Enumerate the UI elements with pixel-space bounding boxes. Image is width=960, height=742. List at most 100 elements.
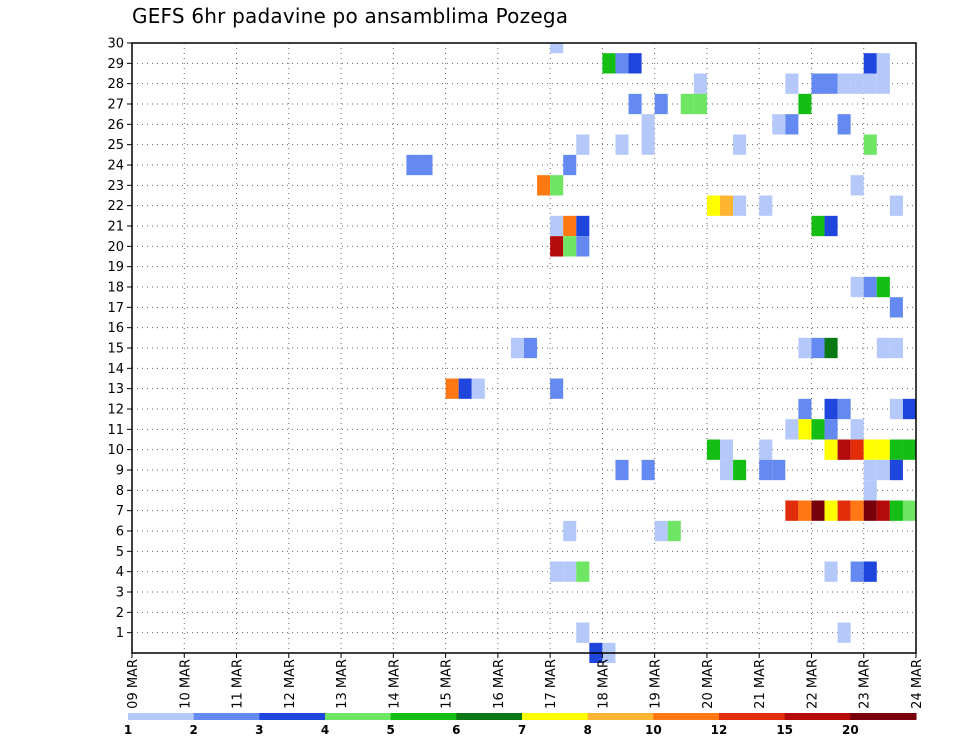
precip-cell [563,215,577,237]
precip-cell [563,154,577,176]
precip-cell [615,53,629,74]
precip-cell [876,53,890,74]
y-tick-label: 1 [116,626,124,641]
y-tick-label: 4 [116,565,124,580]
legend-swatch [522,713,589,720]
legend-swatch [719,713,786,720]
precip-cell [641,114,655,135]
x-tick-label: 23 MAR [858,659,873,709]
y-tick-label: 29 [107,57,124,72]
precip-cell [576,622,590,643]
y-tick-label: 3 [116,586,124,601]
precip-cell [863,561,877,582]
precip-cell [576,215,590,237]
precip-cell [419,154,433,176]
precip-cell [837,622,851,643]
precip-cell [850,439,864,460]
legend-swatch [325,713,392,720]
precip-cell [889,439,903,460]
precip-cell [615,134,629,155]
x-tick-label: 11 MAR [231,659,246,709]
legend-swatch [390,713,457,720]
precip-cell [902,439,916,460]
precip-cell [458,378,472,399]
precip-cell [837,114,851,135]
legend-label: 3 [255,723,263,737]
precip-cell [576,134,590,155]
precip-cell [759,439,773,460]
precip-cell [902,398,916,420]
precip-cell [798,93,812,115]
y-tick-label: 10 [107,443,124,458]
x-tick-label: 20 MAR [701,659,716,709]
precip-cell [876,73,890,94]
y-tick-label: 24 [107,159,124,174]
y-tick-label: 21 [107,220,124,235]
legend-swatch [653,713,720,720]
precip-cell [720,439,734,460]
legend-label: 7 [518,723,526,737]
precip-cell [824,73,838,94]
precip-cell [510,337,524,359]
precip-cell [850,175,864,196]
precip-cell [824,561,838,582]
x-tick-label: 17 MAR [544,659,559,709]
precip-cell [824,337,838,359]
precip-cell [785,419,799,440]
y-tick-label: 28 [107,77,124,92]
precip-cell [876,459,890,481]
legend-label: 12 [711,723,728,737]
precip-cell [471,378,485,399]
legend-label: 1 [124,723,132,737]
y-tick-label: 5 [116,545,124,560]
precip-cell [785,114,799,135]
precip-cell [550,561,564,582]
x-tick-label: 09 MAR [126,659,141,709]
legend-swatch [193,713,260,720]
precip-cell [863,480,877,501]
precip-cell [837,439,851,460]
y-tick-label: 8 [116,484,124,499]
x-tick-label: 15 MAR [440,659,455,709]
precip-cell [876,276,890,298]
y-tick-label: 11 [107,423,124,438]
precip-cell [876,500,890,521]
legend-label: 6 [452,723,460,737]
x-tick-label: 16 MAR [492,659,507,709]
y-tick-label: 6 [116,525,124,540]
precip-cell [733,459,747,481]
y-tick-label: 12 [107,403,124,418]
y-axis: 1234567891011121314151617181920212223242… [107,37,132,641]
precip-cell [785,500,799,521]
precip-cell [876,439,890,460]
precip-cell [863,134,877,155]
legend-swatch [128,713,195,720]
precip-cell [850,500,864,521]
y-tick-label: 30 [107,37,124,52]
precip-cell [850,419,864,440]
precip-cell [537,175,551,196]
precip-cell [720,195,734,216]
precip-cell [824,398,838,420]
precip-cell [798,500,812,521]
precip-cell [733,134,747,155]
precip-cell [811,73,825,94]
legend-swatch [456,713,523,720]
precip-cell [798,398,812,420]
legend-label: 10 [645,723,662,737]
precip-cell [628,53,642,74]
precip-cell [889,297,903,318]
precip-cell [824,215,838,237]
precip-cell [824,500,838,521]
y-tick-label: 17 [107,301,124,316]
chart-title: GEFS 6hr padavine po ansamblima Pozega [132,4,569,28]
y-tick-label: 25 [107,138,124,153]
precip-cell [798,419,812,440]
precip-cell [406,154,420,176]
precip-cell [772,459,786,481]
precip-cell [889,500,903,521]
y-tick-label: 18 [107,281,124,296]
precip-cell [550,43,564,54]
precip-cell [733,195,747,216]
